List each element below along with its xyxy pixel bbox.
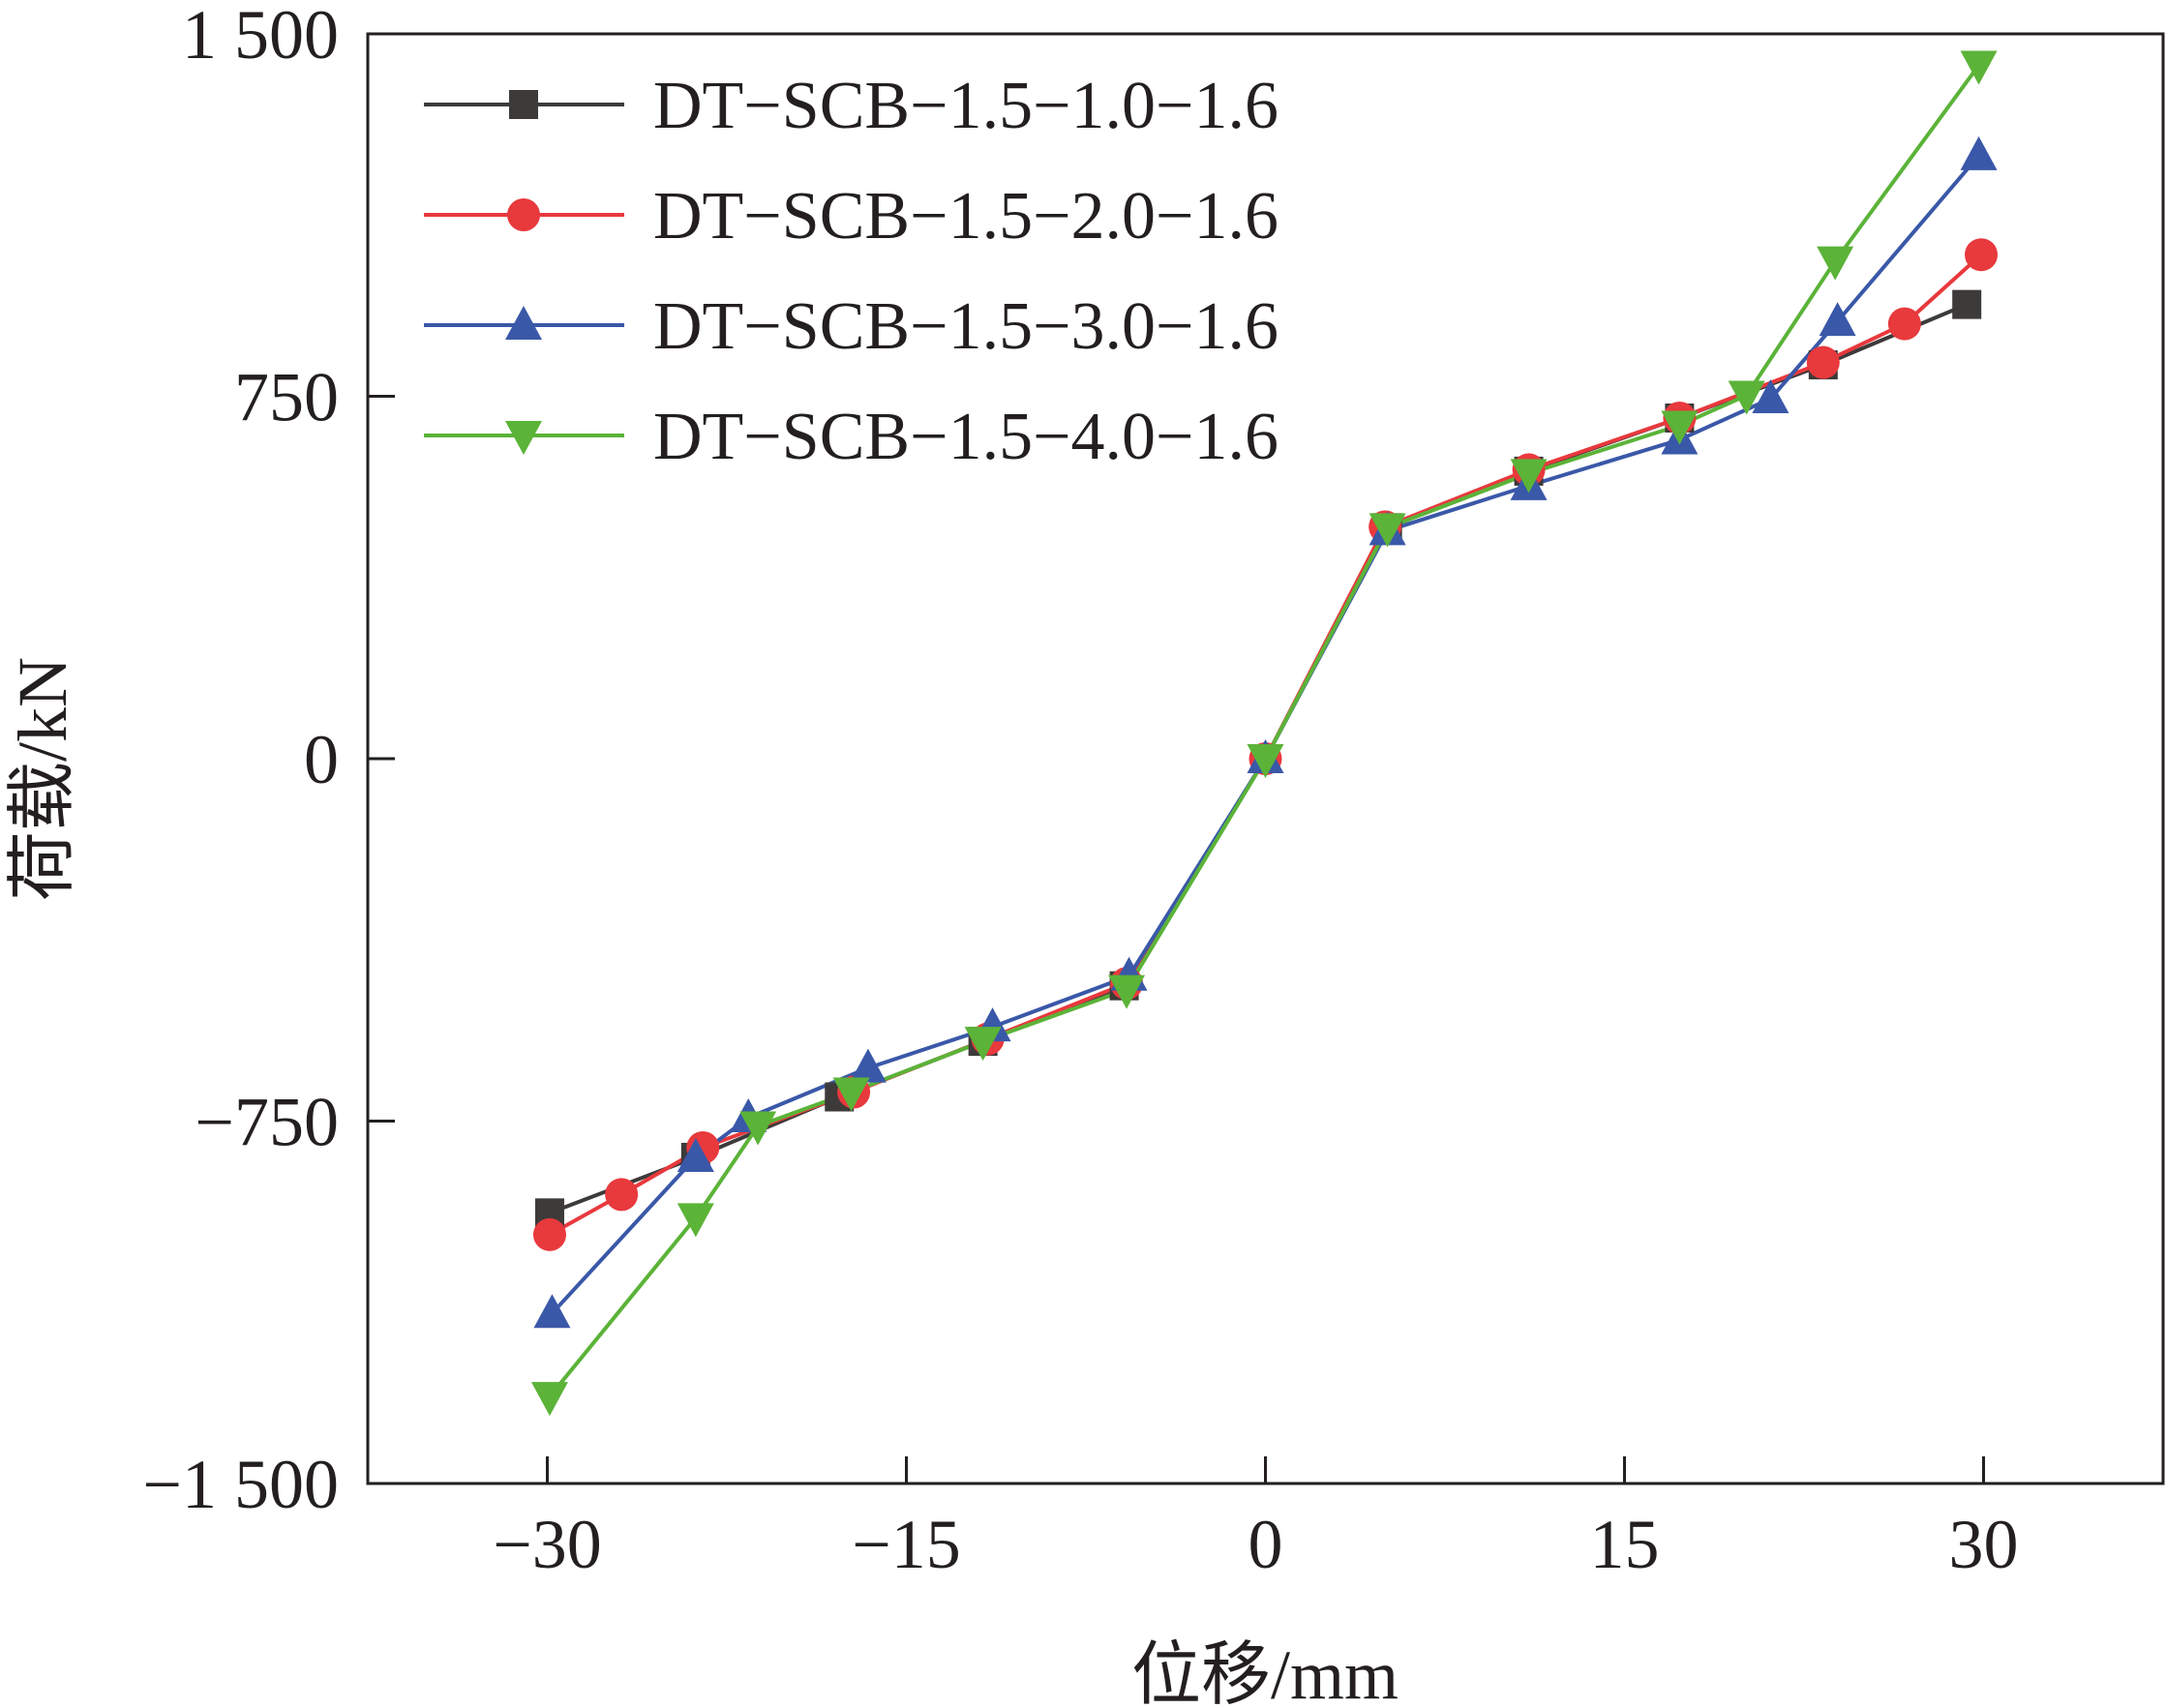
- x-tick-label: −30: [493, 1506, 602, 1583]
- data-point: [677, 1203, 714, 1238]
- legend-item-4: DT−SCB−1.5−4.0−1.6: [424, 400, 1279, 474]
- legend-label: DT−SCB−1.5−4.0−1.6: [653, 400, 1279, 474]
- legend-marker: [507, 198, 540, 231]
- y-tick-label: −750: [195, 1084, 339, 1161]
- y-tick-label: 0: [304, 721, 339, 798]
- data-point: [1806, 345, 1840, 379]
- y-tick-label: −1 500: [142, 1446, 339, 1523]
- data-point: [1661, 410, 1699, 445]
- data-point: [1965, 238, 1999, 272]
- legend: DT−SCB−1.5−1.0−1.6 DT−SCB−1.5−2.0−1.6 DT−S…: [424, 69, 1279, 474]
- data-point: [532, 1217, 566, 1251]
- axis-ticks: [368, 32, 1985, 1485]
- legend-label: DT−SCB−1.5−2.0−1.6: [653, 179, 1279, 254]
- legend-item-3: DT−SCB−1.5−3.0−1.6: [424, 289, 1279, 364]
- legend-marker: [505, 421, 542, 455]
- legend-item-1: DT−SCB−1.5−1.0−1.6: [424, 69, 1279, 143]
- x-tick-labels: −30 −15 0 15 30: [493, 1506, 2018, 1583]
- data-point: [1510, 459, 1548, 494]
- y-tick-label: 750: [234, 359, 339, 436]
- data-point: [1108, 974, 1146, 1009]
- data-point: [530, 1382, 568, 1417]
- legend-label: DT−SCB−1.5−1.0−1.6: [653, 69, 1279, 143]
- legend-label: DT−SCB−1.5−3.0−1.6: [653, 289, 1279, 364]
- data-point: [677, 1137, 714, 1172]
- data-point: [1247, 744, 1284, 778]
- data-point: [1960, 50, 1998, 85]
- legend-item-2: DT−SCB−1.5−2.0−1.6: [424, 179, 1279, 254]
- series-markers: [530, 50, 1999, 1417]
- series-lines: [548, 64, 1983, 1398]
- data-point: [1369, 513, 1406, 548]
- legend-marker: [505, 306, 542, 340]
- series-line-4: [548, 64, 1981, 1398]
- data-point: [964, 1027, 1002, 1062]
- data-point: [849, 1048, 887, 1083]
- x-tick-label: 15: [1590, 1506, 1660, 1583]
- data-point: [1887, 307, 1921, 341]
- y-axis-title: 荷载/kN: [4, 657, 81, 901]
- data-point: [1960, 135, 1998, 170]
- x-tick-label: 0: [1248, 1506, 1283, 1583]
- y-tick-label: 1 500: [182, 0, 339, 74]
- data-point: [739, 1111, 777, 1146]
- data-point: [1952, 289, 1982, 319]
- x-tick-label: −15: [852, 1506, 961, 1583]
- legend-marker: [509, 90, 538, 119]
- data-point: [533, 1294, 571, 1329]
- data-point: [832, 1077, 870, 1112]
- data-point: [1728, 380, 1765, 415]
- data-point: [605, 1178, 639, 1212]
- data-point: [1817, 246, 1854, 281]
- data-point: [1819, 302, 1856, 337]
- x-tick-label: 30: [1949, 1506, 2019, 1583]
- series-4-markers: [530, 50, 1998, 1417]
- y-tick-labels: 1 500 750 0 −750 −1 500: [142, 0, 339, 1523]
- x-axis-title: 位移/mm: [1131, 1636, 1399, 1708]
- data-point: [1752, 378, 1790, 413]
